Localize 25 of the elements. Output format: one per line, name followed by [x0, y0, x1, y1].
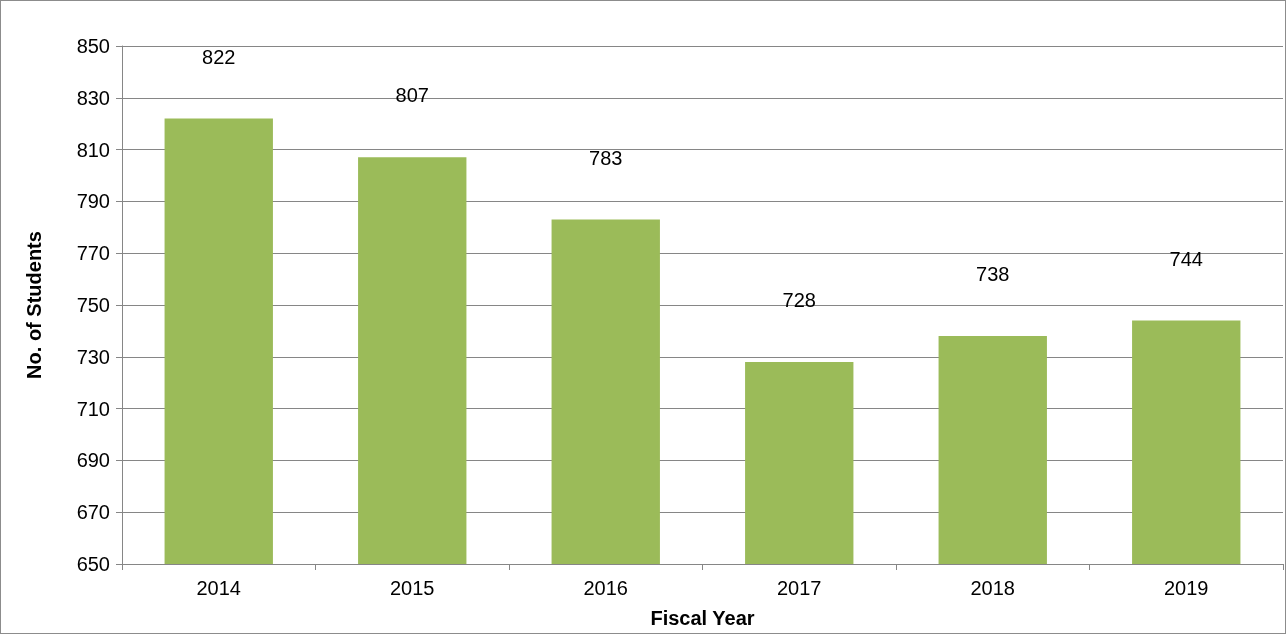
data-label: 738: [976, 263, 1010, 286]
y-tick-label: 730: [76, 345, 110, 368]
data-label: 783: [589, 146, 623, 169]
y-tick-label: 710: [76, 397, 110, 420]
y-tick-label: 750: [76, 294, 110, 316]
y-tick-label: 670: [76, 501, 110, 524]
x-tick-label: 2017: [777, 577, 822, 599]
y-tick-label: 830: [76, 86, 110, 109]
y-tick-label: 790: [76, 190, 110, 213]
y-tick-label: 650: [76, 553, 110, 575]
data-label: 728: [782, 288, 816, 311]
y-tick-label: 690: [76, 449, 110, 472]
x-tick-label: 2019: [1164, 577, 1209, 599]
x-tick-label: 2018: [970, 577, 1015, 599]
data-label: 744: [1169, 247, 1203, 270]
data-label: 807: [395, 84, 429, 107]
y-tick-label: 810: [76, 138, 110, 161]
y-axis-title: No. of Students: [23, 231, 45, 379]
x-tick-label: 2015: [390, 577, 435, 599]
y-tick-label: 850: [76, 35, 110, 57]
y-tick-label: 770: [76, 242, 110, 265]
x-tick-label: 2014: [196, 577, 241, 599]
data-label: 822: [202, 45, 236, 68]
x-axis-title: Fiscal Year: [650, 607, 755, 629]
x-tick-label: 2016: [583, 577, 628, 599]
